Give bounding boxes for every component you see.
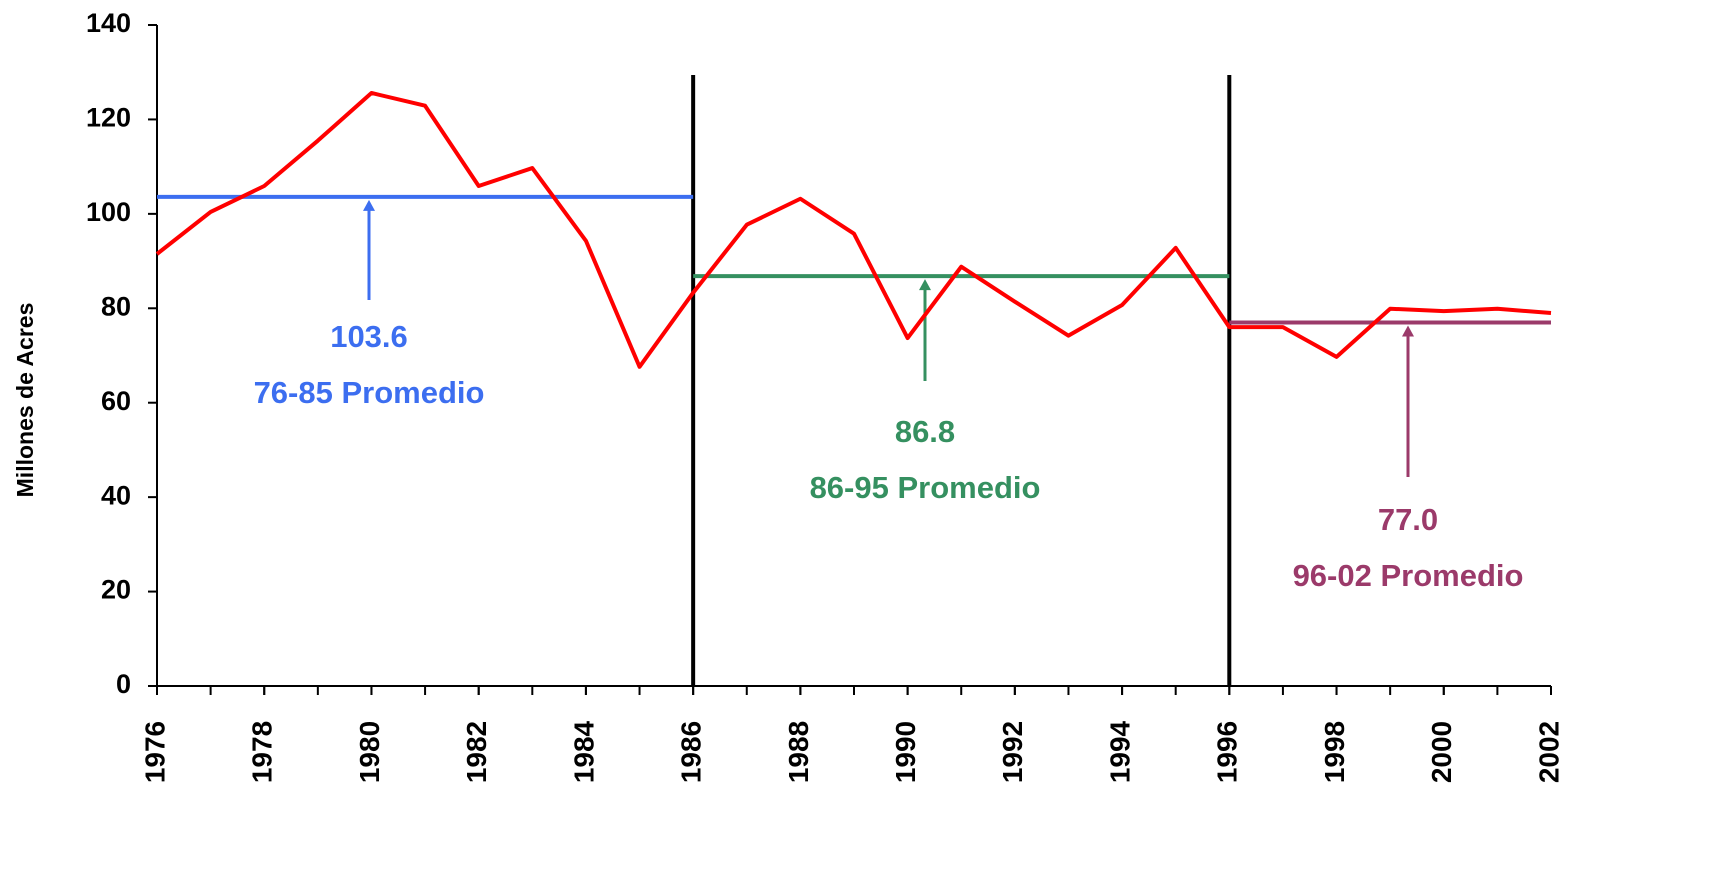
y-tick-label: 120 [86, 103, 131, 133]
x-tick-label: 2000 [1426, 721, 1457, 783]
x-tick-label: 1984 [568, 720, 599, 783]
average-value: 77.0 [1378, 502, 1438, 537]
average-caption: 86-95 Promedio [810, 470, 1041, 505]
y-tick-label: 0 [116, 669, 131, 699]
average-caption: 96-02 Promedio [1293, 558, 1524, 593]
x-tick-label: 1980 [354, 721, 385, 783]
y-tick-label: 60 [101, 386, 131, 416]
x-tick-label: 1982 [461, 721, 492, 783]
x-tick-label: 1992 [997, 721, 1028, 783]
x-tick-label: 1998 [1319, 721, 1350, 783]
arrow-head [1402, 325, 1414, 337]
average-value: 103.6 [330, 319, 408, 354]
average-value: 86.8 [895, 414, 955, 449]
x-tick-label: 1990 [890, 721, 921, 783]
x-tick-label: 1994 [1104, 720, 1135, 783]
x-tick-label: 1988 [783, 721, 814, 783]
average-caption: 76-85 Promedio [254, 375, 485, 410]
arrow-head [919, 279, 931, 291]
series-line [155, 90, 1552, 369]
y-tick-label: 80 [101, 291, 131, 321]
y-axis-label: Millones de Acres [12, 303, 38, 498]
arrow-head [363, 199, 375, 211]
y-tick-label: 100 [86, 197, 131, 227]
x-tick-label: 2002 [1533, 721, 1564, 783]
y-tick-label: 20 [101, 575, 131, 605]
x-tick-label: 1976 [139, 721, 170, 783]
x-tick-label: 1986 [676, 721, 707, 783]
y-tick-label: 40 [101, 480, 131, 510]
y-tick-label: 140 [86, 8, 131, 38]
x-tick-label: 1996 [1212, 721, 1243, 783]
x-tick-label: 1978 [247, 721, 278, 783]
